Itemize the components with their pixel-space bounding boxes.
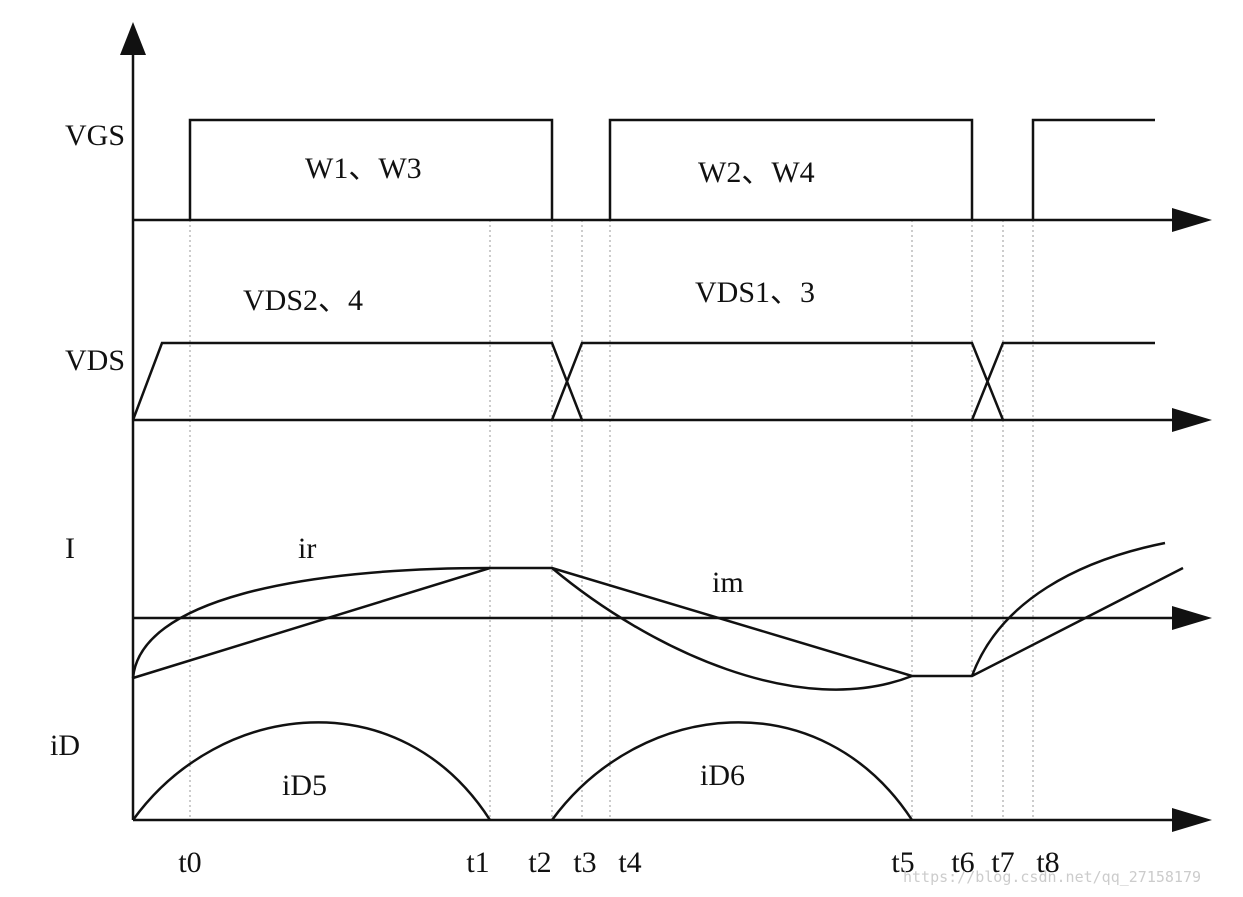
axis-label: VGS: [65, 119, 125, 152]
axes: [120, 22, 1212, 832]
axis-label: I: [65, 532, 75, 565]
annotation: VDS2、4: [243, 284, 363, 317]
annotation: iD5: [282, 769, 327, 802]
time-label: t5: [891, 846, 914, 879]
annotation: iD6: [700, 759, 745, 792]
time-label: t0: [178, 846, 201, 879]
annotation: im: [712, 566, 744, 599]
vgs-waveform: [188, 118, 1155, 220]
axis-label: VDS: [65, 344, 125, 377]
time-label: t7: [991, 846, 1014, 879]
annotation: W1、W3: [305, 152, 422, 185]
annotation: ir: [298, 532, 316, 565]
time-label: t6: [951, 846, 974, 879]
time-label: t4: [618, 846, 641, 879]
time-label: t2: [528, 846, 551, 879]
axis-label: iD: [50, 729, 80, 762]
time-label: t8: [1036, 846, 1059, 879]
id-waveform: [131, 721, 914, 821]
time-label: t1: [466, 846, 489, 879]
annotation: VDS1、3: [695, 276, 815, 309]
ir-waveform: [131, 541, 1166, 691]
watermark: https://blog.csdn.net/qq_27158179: [903, 868, 1201, 886]
vds-waveform: [131, 341, 1155, 421]
time-label: t3: [573, 846, 596, 879]
time-markers: [189, 220, 1034, 820]
annotation: W2、W4: [698, 156, 815, 189]
im-waveform: [132, 566, 1184, 680]
time-labels: t0 t1 t2 t3 t4 t5 t6 t7 t8: [178, 846, 1059, 879]
